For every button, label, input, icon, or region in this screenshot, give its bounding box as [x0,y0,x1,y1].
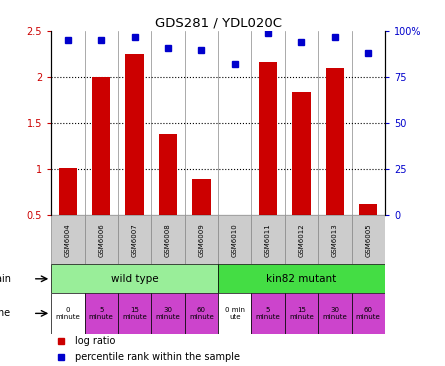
Bar [226,216,244,260]
Text: GSM6013: GSM6013 [332,223,338,257]
Text: 5
minute: 5 minute [89,307,113,320]
Text: wild type: wild type [111,274,158,284]
Bar [185,293,218,333]
Bar [285,293,318,333]
Text: 30
minute: 30 minute [323,307,347,320]
Text: GSM6008: GSM6008 [165,223,171,257]
Bar [51,264,218,293]
Bar [185,216,218,264]
Title: GDS281 / YDL020C: GDS281 / YDL020C [154,17,282,30]
Text: 15
minute: 15 minute [289,307,314,320]
Text: 60
minute: 60 minute [356,307,380,320]
Bar [251,216,285,264]
Bar [251,293,285,333]
Text: 0 min
ute: 0 min ute [225,307,245,320]
Bar [259,61,277,216]
Text: GSM6010: GSM6010 [232,223,238,257]
Text: GSM6006: GSM6006 [98,223,104,257]
Text: percentile rank within the sample: percentile rank within the sample [75,352,239,362]
Bar [159,134,177,216]
Bar [151,293,185,333]
Bar [151,216,185,264]
Bar [85,293,118,333]
Text: time: time [0,309,11,318]
Text: strain: strain [0,274,11,284]
Text: GSM6009: GSM6009 [198,223,204,257]
Text: GSM6011: GSM6011 [265,223,271,257]
Bar [51,216,85,264]
Bar [318,293,352,333]
Text: 60
minute: 60 minute [189,307,214,320]
Text: GSM6005: GSM6005 [365,223,371,257]
Text: kin82 mutant: kin82 mutant [267,274,336,284]
Text: GSM6007: GSM6007 [132,223,138,257]
Text: 15
minute: 15 minute [122,307,147,320]
Bar [118,216,151,264]
Bar [218,216,251,264]
Bar [118,293,151,333]
Bar [125,54,144,216]
Bar [59,168,77,216]
Bar [352,293,385,333]
Text: 30
minute: 30 minute [156,307,180,320]
Bar [326,68,344,216]
Text: 5
minute: 5 minute [256,307,280,320]
Bar [92,77,110,216]
Bar [85,216,118,264]
Bar [318,216,352,264]
Text: 0
minute: 0 minute [56,307,80,320]
Bar [352,216,385,264]
Bar [285,216,318,264]
Bar [218,264,385,293]
Text: GSM6004: GSM6004 [65,223,71,257]
Bar [218,293,251,333]
Bar [359,204,377,216]
Text: GSM6012: GSM6012 [299,223,304,257]
Bar [292,92,311,216]
Bar [51,293,85,333]
Bar [192,179,210,216]
Text: log ratio: log ratio [75,336,115,346]
